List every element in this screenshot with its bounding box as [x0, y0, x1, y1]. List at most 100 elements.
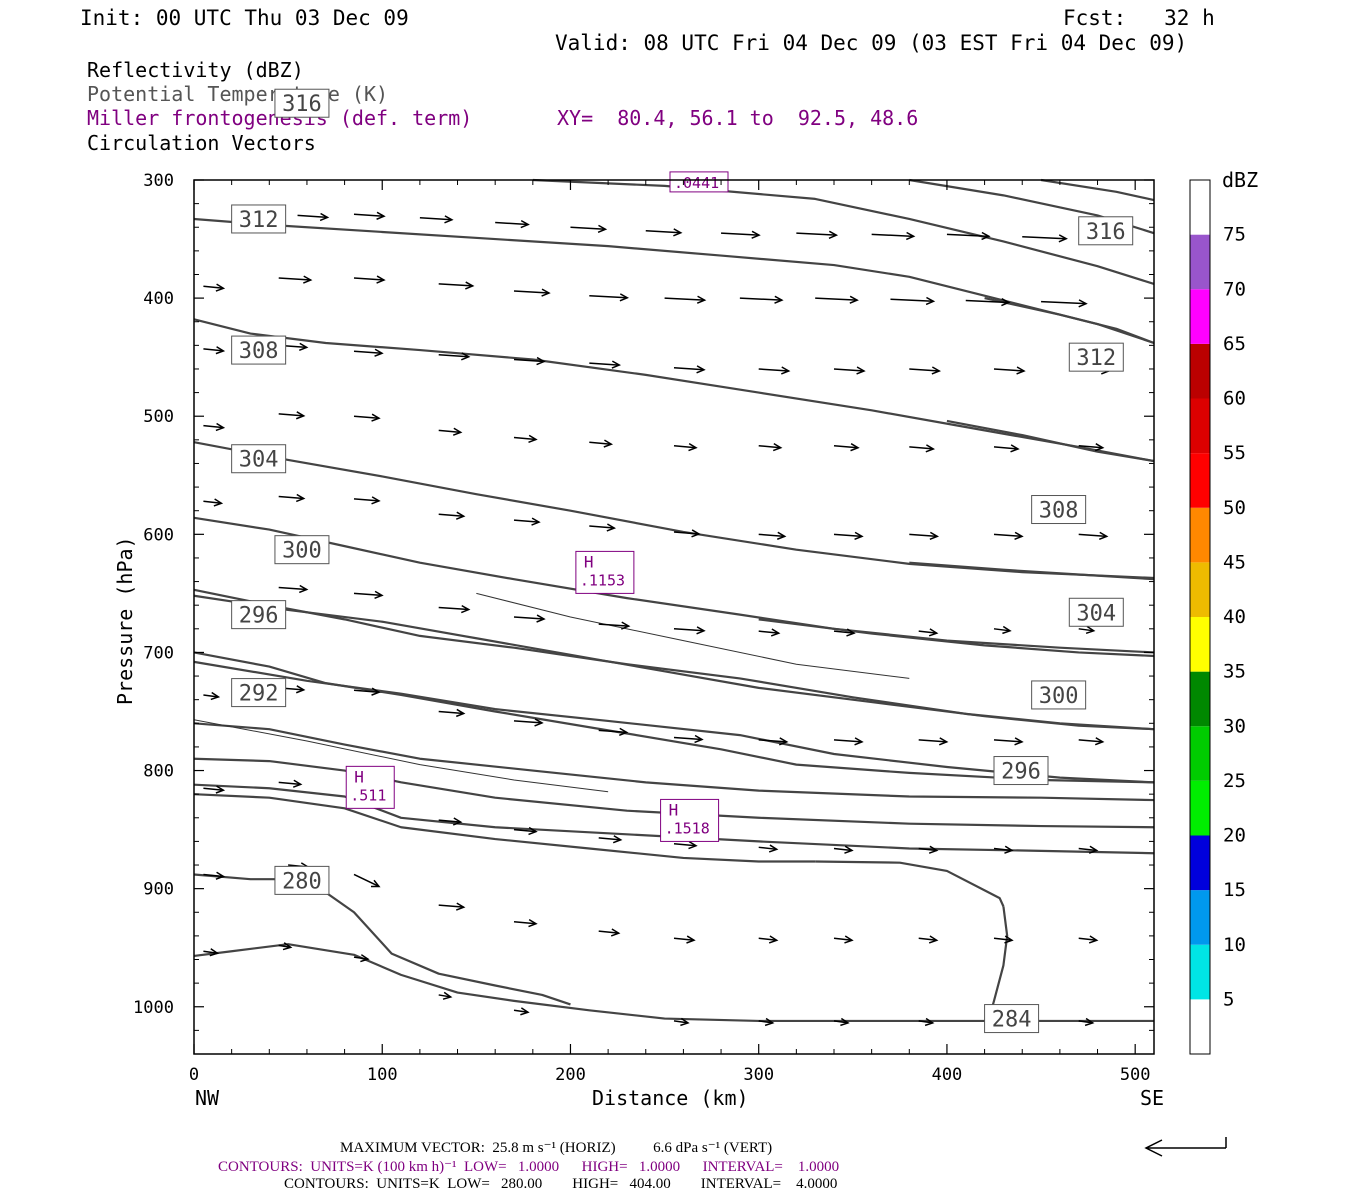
theta-contour-288 — [193, 793, 816, 863]
wind-vector — [513, 1009, 529, 1014]
colorbar-level-label: 15 — [1223, 879, 1246, 901]
theta-contour-300 — [193, 588, 1155, 731]
theta-label-292: 292 — [239, 682, 279, 707]
wind-vector — [589, 362, 620, 366]
theta-contour-300 — [193, 594, 1155, 731]
frontogenesis-max-box — [345, 765, 395, 809]
wind-vector-head — [360, 954, 370, 963]
wind-vector — [353, 689, 380, 693]
x-tick-label: 500 — [1120, 1065, 1151, 1085]
frontogenesis-max-value: .1518 — [665, 819, 710, 837]
theta-label-box — [1031, 495, 1087, 525]
wind-vector — [278, 413, 304, 417]
wind-vector-head — [1094, 737, 1105, 746]
wind-vector — [438, 354, 469, 358]
theta-label-308: 308 — [1039, 499, 1079, 524]
wind-vector-head — [374, 348, 384, 357]
wind-vector — [758, 533, 785, 538]
colorbar-level-label: 55 — [1223, 442, 1246, 464]
colorbar-segment — [1190, 289, 1210, 344]
x-end-label-se: SE — [1140, 1086, 1165, 1110]
wind-vector-head — [597, 224, 608, 233]
wind-vector — [833, 739, 863, 743]
wind-vector-head — [696, 295, 707, 304]
y-tick-label: 900 — [143, 880, 174, 900]
theta-label-300: 300 — [1039, 684, 1079, 709]
wind-vector-head — [764, 1017, 775, 1027]
colorbar-level-label: 45 — [1223, 551, 1246, 573]
wind-vector-head — [461, 352, 471, 361]
wind-vector — [833, 533, 863, 538]
theta-contour-312 — [193, 318, 1155, 463]
wind-vector — [278, 586, 307, 591]
colorbar-level-label: 60 — [1223, 388, 1246, 410]
wind-vector-head — [374, 590, 384, 600]
colorbar-segment — [1190, 617, 1210, 672]
wind-vector-head — [528, 826, 538, 836]
theta-label-280: 280 — [282, 869, 322, 894]
y-tick-label: 700 — [143, 643, 174, 663]
wind-vector — [589, 294, 628, 299]
wind-vector — [673, 937, 695, 942]
colorbar-level-label: 40 — [1223, 606, 1246, 628]
reference-vector — [1144, 1137, 1227, 1157]
wind-vector-head — [1004, 935, 1014, 944]
wind-vector-head — [298, 584, 309, 594]
field-circulation-vectors: Circulation Vectors — [87, 131, 316, 155]
cross-section-endpoints: XY= 80.4, 56.1 to 92.5, 48.6 — [557, 106, 919, 130]
wind-vector — [353, 956, 369, 960]
wind-vector-head — [981, 231, 991, 241]
y-tick-label: 500 — [143, 407, 174, 427]
wind-vector-head — [844, 935, 854, 944]
wind-vector — [673, 843, 697, 847]
wind-vector — [203, 424, 224, 429]
max-vector-note: MAXIMUM VECTOR: 25.8 m s⁻¹ (HORIZ) 6.6 d… — [340, 1140, 773, 1156]
wind-vector — [598, 930, 619, 934]
wind-vector-head — [210, 691, 221, 701]
wind-vector-head — [691, 529, 701, 538]
wind-vector-head — [924, 1017, 935, 1027]
wind-vector-head — [1004, 845, 1014, 854]
wind-vector — [1022, 235, 1067, 240]
theta-label-284: 284 — [992, 1008, 1032, 1033]
wind-vector — [909, 368, 940, 372]
frontogenesis-contour — [193, 719, 609, 793]
frontogenesis-max-value: .511 — [350, 786, 386, 804]
wind-vector — [1078, 628, 1094, 632]
wind-vector-head — [925, 296, 936, 306]
wind-vector-head — [303, 275, 313, 284]
wind-vector-head — [452, 427, 463, 436]
wind-vector-head — [781, 366, 791, 375]
colorbar-segment — [1190, 453, 1210, 508]
plot-frame — [193, 179, 1155, 1055]
wind-vector — [438, 994, 451, 998]
wind-vector-head — [209, 948, 220, 957]
init-time: Init: 00 UTC Thu 03 Dec 09 — [80, 6, 409, 30]
colorbar-segment — [1190, 234, 1210, 290]
colorbar-level-label: 65 — [1223, 333, 1246, 355]
wind-vector-head — [215, 785, 226, 794]
wind-vector — [513, 436, 537, 441]
theta-label-box — [231, 444, 287, 474]
frontogenesis-contours — [193, 592, 910, 793]
field-frontogenesis: Miller frontogenesis (def. term) — [87, 106, 473, 130]
colorbar-level-label: 50 — [1223, 497, 1246, 519]
theta-contour-316 — [984, 297, 1155, 345]
wind-vector — [673, 1020, 689, 1024]
wind-vector-head — [455, 708, 466, 718]
valid-time: Valid: 08 UTC Fri 04 Dec 09 (03 EST Fri … — [555, 31, 1188, 55]
wind-vector-head — [931, 366, 942, 375]
wind-vector-head — [688, 841, 698, 850]
wind-vector — [353, 350, 383, 355]
wind-vector — [918, 1020, 933, 1024]
wind-vector — [918, 739, 947, 743]
theta-contour-316 — [193, 217, 1155, 345]
wind-vector — [993, 847, 1013, 852]
theta-contour-308 — [909, 561, 1155, 581]
wind-vector-head — [452, 817, 463, 826]
wind-vector-head — [606, 523, 617, 532]
wind-vector — [598, 623, 629, 627]
colorbar-level-label: 75 — [1223, 224, 1246, 246]
wind-vector — [1078, 847, 1097, 852]
